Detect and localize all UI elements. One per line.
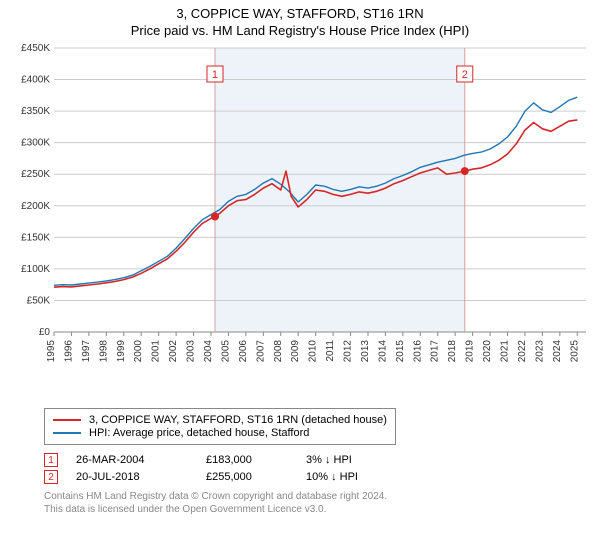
legend-box: 3, COPPICE WAY, STAFFORD, ST16 1RN (deta…: [44, 408, 396, 445]
sale-date: 26-MAR-2004: [76, 454, 206, 466]
sale-marker-box: 2: [44, 470, 58, 484]
sale-price: £183,000: [206, 454, 306, 466]
svg-text:2019: 2019: [465, 340, 476, 363]
svg-text:£300K: £300K: [21, 138, 50, 149]
svg-text:1996: 1996: [63, 340, 74, 363]
svg-text:2016: 2016: [412, 340, 423, 363]
svg-text:2010: 2010: [308, 340, 319, 363]
svg-text:2005: 2005: [220, 340, 231, 363]
svg-text:£200K: £200K: [21, 201, 50, 212]
svg-text:£450K: £450K: [21, 43, 50, 54]
sale-delta: 3% ↓ HPI: [306, 454, 426, 466]
svg-text:2015: 2015: [395, 340, 406, 363]
svg-text:2006: 2006: [238, 340, 249, 363]
svg-text:£400K: £400K: [21, 75, 50, 86]
svg-text:2023: 2023: [534, 340, 545, 363]
title-line-1: 3, COPPICE WAY, STAFFORD, ST16 1RN: [8, 6, 592, 21]
svg-text:2008: 2008: [273, 340, 284, 363]
svg-text:2002: 2002: [168, 340, 179, 363]
svg-text:2020: 2020: [482, 340, 493, 363]
svg-text:2007: 2007: [255, 340, 266, 363]
chart-container: 3, COPPICE WAY, STAFFORD, ST16 1RN Price…: [0, 0, 600, 520]
svg-text:2017: 2017: [430, 340, 441, 363]
sales-table: 1 26-MAR-2004£183,0003% ↓ HPI 2 20-JUL-2018…: [44, 453, 592, 484]
svg-text:1995: 1995: [46, 340, 57, 363]
legend-swatch: [53, 419, 81, 421]
footer-line-2: This data is licensed under the Open Gov…: [44, 503, 592, 516]
svg-text:2014: 2014: [377, 340, 388, 363]
svg-text:2018: 2018: [447, 340, 458, 363]
sale-date: 20-JUL-2018: [76, 471, 206, 483]
sale-price: £255,000: [206, 471, 306, 483]
svg-text:2012: 2012: [343, 340, 354, 363]
legend-item: 3, COPPICE WAY, STAFFORD, ST16 1RN (deta…: [53, 414, 387, 426]
svg-text:2024: 2024: [552, 340, 563, 363]
svg-text:£350K: £350K: [21, 106, 50, 117]
sale-marker-box: 1: [44, 453, 58, 467]
svg-text:2021: 2021: [500, 340, 511, 363]
svg-text:2: 2: [462, 69, 468, 81]
svg-text:£0: £0: [39, 327, 51, 338]
svg-text:2001: 2001: [151, 340, 162, 363]
footer-note: Contains HM Land Registry data © Crown c…: [44, 490, 592, 516]
svg-text:2009: 2009: [290, 340, 301, 363]
legend-item: HPI: Average price, detached house, Staf…: [53, 427, 387, 439]
footer-line-1: Contains HM Land Registry data © Crown c…: [44, 490, 592, 503]
svg-text:2011: 2011: [325, 340, 336, 362]
title-line-2: Price paid vs. HM Land Registry's House …: [8, 23, 592, 38]
svg-text:2000: 2000: [133, 340, 144, 363]
svg-text:2013: 2013: [360, 340, 371, 363]
svg-text:2022: 2022: [517, 340, 528, 363]
svg-text:2004: 2004: [203, 340, 214, 363]
svg-text:£100K: £100K: [21, 264, 50, 275]
svg-text:£50K: £50K: [27, 295, 51, 306]
legend-label: 3, COPPICE WAY, STAFFORD, ST16 1RN (deta…: [89, 414, 387, 426]
sale-row: 1 26-MAR-2004£183,0003% ↓ HPI: [44, 453, 592, 467]
chart-plot-area: £0 £50K £100K £150K £200K £250K £300K £350K £400…: [8, 42, 592, 402]
svg-text:2003: 2003: [186, 340, 197, 363]
svg-text:1998: 1998: [98, 340, 109, 363]
sale-row: 2 20-JUL-2018£255,00010% ↓ HPI: [44, 470, 592, 484]
svg-text:1997: 1997: [81, 340, 92, 363]
svg-text:£250K: £250K: [21, 169, 50, 180]
legend-label: HPI: Average price, detached house, Staf…: [89, 427, 309, 439]
legend-swatch: [53, 432, 81, 434]
svg-text:1: 1: [212, 69, 218, 81]
sale-delta: 10% ↓ HPI: [306, 471, 426, 483]
svg-text:2025: 2025: [569, 340, 580, 363]
svg-text:1999: 1999: [116, 340, 127, 363]
svg-text:£150K: £150K: [21, 232, 50, 243]
